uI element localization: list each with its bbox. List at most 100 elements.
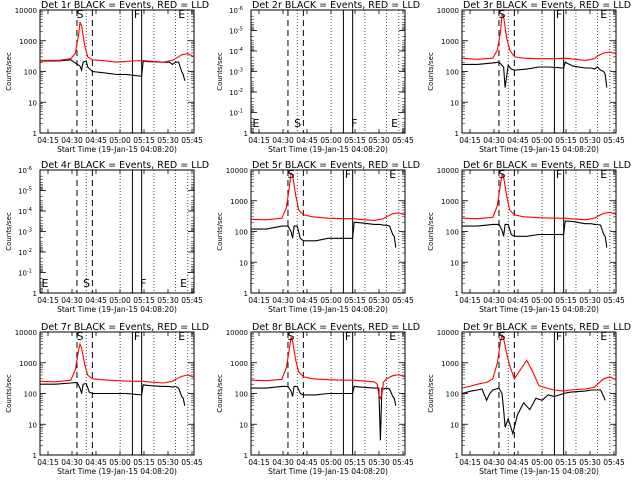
y-tick-label: 10-3 [18,228,32,237]
x-tick-label: 05:00 [320,458,342,467]
marker-label: S [294,117,301,130]
marker-label: S [83,277,90,290]
events-series-line [251,221,397,248]
x-tick-label: 04:30 [272,296,294,305]
y-tick-label: 1 [455,290,459,298]
x-tick-label: 04:45 [296,136,318,145]
marker-label: E [42,277,49,290]
x-tick-label: 04:30 [61,136,83,145]
x-tick-label: 04:45 [507,136,529,145]
y-axis-label: Counts/sec [216,52,224,91]
events-series-line [40,381,186,406]
y-tick-label: 1000 [230,360,248,368]
y-axis-label: Counts/sec [427,212,435,251]
marker-label: E [391,117,398,130]
y-tick-label: 1000 [441,360,459,368]
y-tick-label: 1 [244,290,248,298]
x-axis-label: Start Time (19-Jan-15 04:08:20) [479,145,599,154]
x-tick-label: 05:00 [109,458,131,467]
y-tick-label: 1 [455,130,459,138]
x-tick-label: 05:15 [133,136,155,145]
marker-label: S [499,8,506,21]
x-tick-label: 05:00 [531,296,553,305]
y-tick-label: 10-5 [229,27,243,36]
x-tick-label: 05:45 [181,136,203,145]
y-tick-label: 1000 [19,360,37,368]
y-tick-label: 10-4 [18,207,32,216]
y-tick-label: 10-6 [229,6,243,15]
x-tick-label: 05:30 [579,136,601,145]
y-tick-label: 1 [455,452,459,460]
panel-title: Det 3r BLACK = Events, RED = LLD [463,0,631,11]
marker-label-f: F [134,8,140,21]
x-tick-label: 04:15 [37,296,59,305]
y-tick-label: 1000 [441,38,459,46]
x-axis-label: Start Time (19-Jan-15 04:08:20) [57,467,177,476]
y-tick-label: 10 [239,421,248,429]
x-tick-label: 05:45 [603,136,625,145]
y-tick-label: 10 [28,421,37,429]
marker-label-e: E [600,330,607,343]
y-axis-label: Counts/sec [216,212,224,251]
x-tick-label: 05:30 [368,136,390,145]
marker-label-f: F [345,168,351,181]
x-tick-label: 04:30 [272,136,294,145]
y-tick-label: 1 [33,452,37,460]
events-series-line [462,61,608,88]
y-tick-label: 10000 [437,167,459,175]
x-tick-label: 04:30 [61,458,83,467]
marker-label-f: F [556,330,562,343]
marker-label: S [77,8,84,21]
y-tick-label: 10-4 [229,47,243,56]
y-tick-label: 10000 [15,329,37,337]
y-tick-label: 10-5 [18,187,32,196]
marker-label-e: E [389,330,396,343]
x-tick-label: 05:45 [392,296,414,305]
x-tick-label: 05:45 [603,296,625,305]
x-tick-label: 05:15 [133,458,155,467]
x-tick-label: 05:30 [157,136,179,145]
x-tick-label: 05:45 [181,296,203,305]
x-tick-label: 05:15 [133,296,155,305]
x-axis-label: Start Time (19-Jan-15 04:08:20) [268,305,388,314]
x-tick-label: 05:45 [392,136,414,145]
x-tick-label: 05:45 [392,458,414,467]
y-tick-label: 1000 [19,38,37,46]
y-tick-label: 10000 [226,167,248,175]
y-tick-label: 10-3 [229,68,243,77]
x-tick-label: 04:45 [85,136,107,145]
x-tick-label: 05:30 [368,296,390,305]
x-tick-label: 04:15 [248,296,270,305]
x-tick-label: 04:45 [296,458,318,467]
x-tick-label: 05:30 [368,458,390,467]
x-tick-label: 05:00 [531,458,553,467]
y-tick-label: 10-2 [18,248,32,257]
marker-label-f: F [556,8,562,21]
y-tick-label: 1 [244,452,248,460]
plot-frame [461,9,617,134]
x-tick-label: 04:45 [85,296,107,305]
x-tick-label: 04:15 [248,458,270,467]
x-tick-label: 04:45 [507,458,529,467]
y-axis-label: Counts/sec [5,374,13,413]
y-tick-label: 10-1 [229,109,243,118]
marker-label: S [499,168,506,181]
lld-series-line [250,336,406,400]
panel-title: Det 6r BLACK = Events, RED = LLD [463,160,631,171]
x-tick-label: 04:30 [483,458,505,467]
marker-label: F [140,277,146,290]
y-axis-label: Counts/sec [5,52,13,91]
x-tick-label: 05:15 [555,296,577,305]
y-tick-label: 10 [450,99,459,107]
lld-series-line [461,333,617,392]
x-axis-label: Start Time (19-Jan-15 04:08:20) [57,145,177,154]
x-tick-label: 05:15 [344,296,366,305]
plot-frame [461,331,617,456]
x-tick-label: 04:15 [459,296,481,305]
